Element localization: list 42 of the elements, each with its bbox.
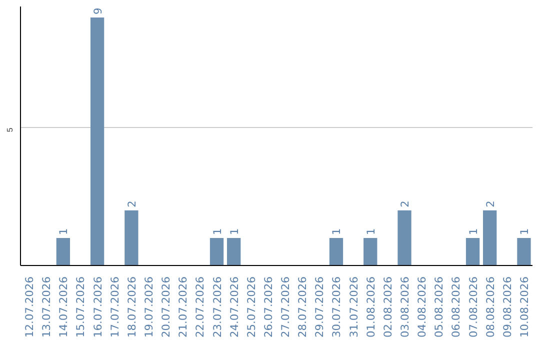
x-tick-label: 21.07.2026	[176, 276, 190, 338]
x-tick-label: 23.07.2026	[210, 276, 224, 338]
x-tick-label: 14.07.2026	[57, 276, 70, 338]
x-tick-label: 15.07.2026	[74, 276, 88, 338]
x-tick-label: 04.08.2026	[416, 276, 429, 338]
x-tick-label: 12.07.2026	[23, 276, 36, 338]
data-label: 1	[228, 228, 241, 235]
x-tick-label: 02.08.2026	[381, 276, 394, 338]
x-tick-label: 10.08.2026	[518, 276, 531, 338]
x-tick-label: 24.07.2026	[228, 276, 241, 338]
x-tick-label: 08.08.2026	[484, 276, 497, 338]
data-label: 1	[330, 228, 344, 235]
x-tick-label: 29.07.2026	[313, 276, 326, 338]
x-tick-label: 16.07.2026	[91, 276, 104, 338]
x-tick-label: 09.08.2026	[500, 276, 514, 338]
x-tick-label: 01.08.2026	[364, 276, 378, 338]
x-tick-label: 13.07.2026	[40, 276, 54, 338]
data-label: 1	[466, 228, 480, 235]
x-tick-label: 25.07.2026	[244, 276, 258, 338]
x-tick-label: 22.07.2026	[194, 276, 207, 338]
x-tick-label: 27.07.2026	[279, 276, 292, 338]
data-label: 9	[91, 8, 104, 15]
x-tick-label: 28.07.2026	[296, 276, 310, 338]
x-tick-label: 03.08.2026	[398, 276, 412, 338]
data-label: 1	[518, 228, 531, 235]
data-label: 2	[484, 200, 497, 208]
x-tick-label: 17.07.2026	[108, 276, 122, 338]
data-label: 2	[125, 200, 138, 208]
data-label: 1	[57, 228, 70, 235]
data-label: 2	[398, 200, 412, 208]
data-label: 1	[210, 228, 224, 235]
x-tick-label: 20.07.2026	[160, 276, 173, 338]
x-tick-label: 30.07.2026	[330, 276, 344, 338]
x-tick-label: 05.08.2026	[432, 276, 446, 338]
x-tick-label: 26.07.2026	[262, 276, 275, 338]
x-tick-label: 07.08.2026	[466, 276, 480, 338]
x-tick-label: 19.07.2026	[142, 276, 156, 338]
y-tick-label: 5	[6, 127, 14, 132]
x-tick-label: 18.07.2026	[125, 276, 138, 338]
data-label: 1	[364, 228, 378, 235]
x-tick-label: 06.08.2026	[450, 276, 463, 338]
x-tick-label: 31.07.2026	[347, 276, 360, 338]
